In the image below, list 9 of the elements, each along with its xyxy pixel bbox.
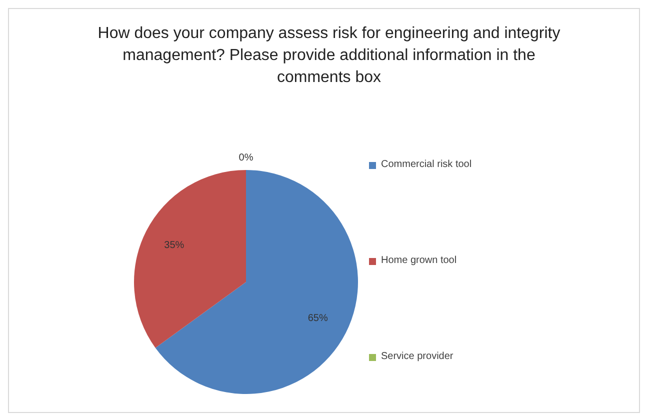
legend-label: Home grown tool: [381, 255, 457, 266]
text: 0%: [238, 152, 254, 164]
data-label: 35%: [164, 240, 184, 251]
pie-slice: [134, 170, 246, 348]
pie-slice: [155, 170, 358, 394]
chart-title: How does your company assess risk for engineering and integrity management? Please provide additional information in the comments box: [96, 24, 562, 88]
legend-label: Commercial risk tool: [381, 159, 472, 170]
legend-label: Service provider: [381, 351, 454, 362]
data-label: 65%: [308, 313, 328, 324]
